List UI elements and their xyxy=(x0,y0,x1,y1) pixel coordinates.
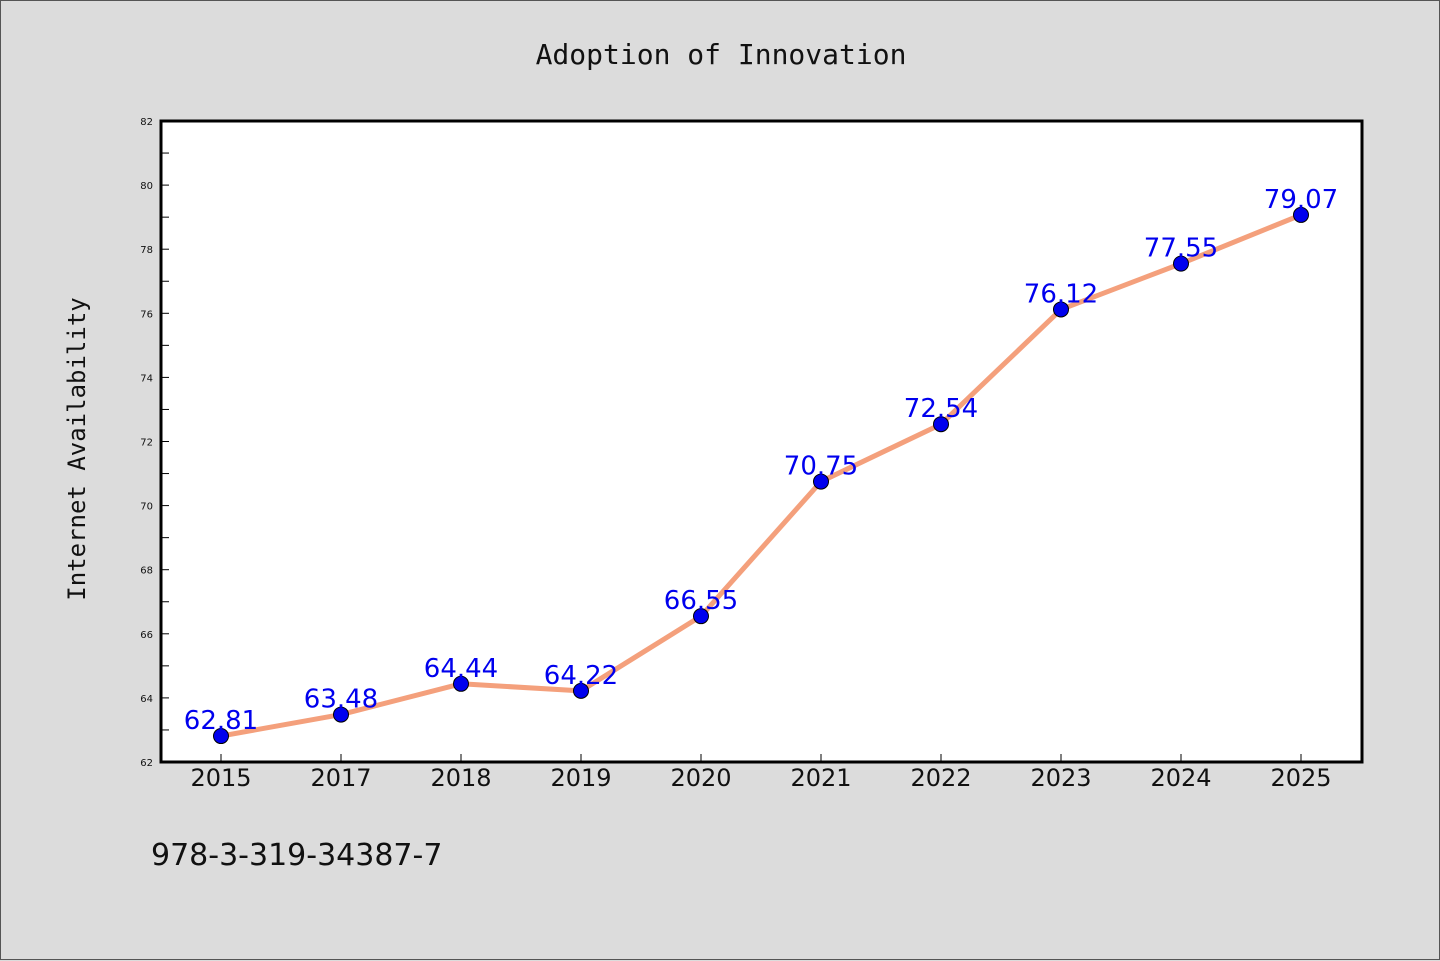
y-tick-label: 66 xyxy=(140,630,153,641)
x-tick-label: 2022 xyxy=(910,764,971,792)
chart-title: Adoption of Innovation xyxy=(536,38,907,71)
x-tick-label: 2017 xyxy=(310,764,371,792)
footer-isbn: 978-3-319-34387-7 xyxy=(151,838,442,873)
x-tick-label: 2023 xyxy=(1030,764,1091,792)
data-label: 79.07 xyxy=(1264,185,1338,215)
data-label: 76.12 xyxy=(1024,279,1098,309)
data-label: 77.55 xyxy=(1144,234,1218,264)
x-tick-label: 2024 xyxy=(1150,764,1211,792)
x-tick-label: 2018 xyxy=(430,764,491,792)
y-tick-label: 82 xyxy=(140,117,153,128)
x-tick-label: 2020 xyxy=(670,764,731,792)
series-line xyxy=(218,212,1304,739)
data-point xyxy=(1173,255,1189,272)
y-tick-label: 68 xyxy=(140,566,153,577)
data-point xyxy=(1053,301,1069,318)
data-point xyxy=(813,473,829,490)
data-label: 64.44 xyxy=(424,654,498,684)
y-tick-label: 76 xyxy=(140,309,153,320)
data-point xyxy=(333,706,349,723)
data-point xyxy=(1293,206,1309,223)
y-axis: 62 64 66 68 70 72 74 76 78 80 82 xyxy=(140,117,169,769)
y-tick-label: 80 xyxy=(140,181,153,192)
data-label: 62.81 xyxy=(184,706,258,736)
x-tick-label: 2025 xyxy=(1270,764,1331,792)
y-tick-label: 72 xyxy=(140,438,153,449)
series-group: 62.81 63.48 64.44 64.22 66.55 70.75 72.54 76.12… xyxy=(184,185,1338,745)
data-point xyxy=(573,682,589,699)
y-tick-label: 74 xyxy=(140,373,153,384)
x-tick-label: 2019 xyxy=(550,764,611,792)
data-point xyxy=(933,416,949,433)
data-label: 66.55 xyxy=(664,586,738,616)
y-tick-label: 70 xyxy=(140,502,153,513)
x-tick-label: 2015 xyxy=(190,764,251,792)
y-axis-label: Internet Availability xyxy=(63,297,91,600)
y-tick-label: 78 xyxy=(140,245,153,256)
plot-area xyxy=(159,119,1364,764)
y-tick-label: 64 xyxy=(140,694,153,705)
data-point xyxy=(453,675,469,692)
data-point xyxy=(693,608,709,625)
x-axis: 2015 2017 2018 2019 2020 2021 2022 2023 2024 2025 xyxy=(190,754,1332,792)
data-label: 72.54 xyxy=(904,394,978,424)
data-point xyxy=(213,728,229,745)
x-tick-label: 2021 xyxy=(790,764,851,792)
data-label: 64.22 xyxy=(544,661,618,691)
data-label: 63.48 xyxy=(304,685,378,715)
y-tick-label: 62 xyxy=(140,758,153,769)
data-label: 70.75 xyxy=(784,452,858,482)
